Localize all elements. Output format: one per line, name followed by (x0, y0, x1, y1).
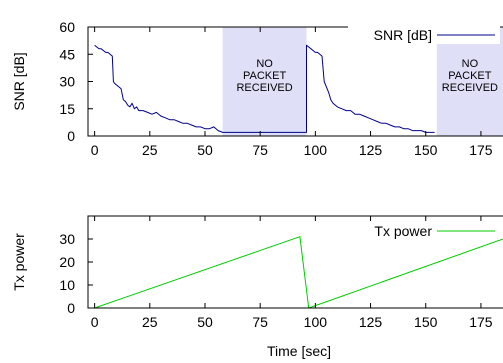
snr-plot-frame (87, 26, 503, 137)
no-packet-label-1-0: NO (462, 58, 479, 70)
tx-power-x-tick-label: 50 (197, 314, 213, 330)
tx-power-x-tick-label: 175 (469, 314, 493, 330)
no-packet-label-1-1: PACKET (448, 70, 491, 82)
snr-x-tick-label: 175 (469, 142, 493, 158)
snr-y-tick-label: 45 (59, 46, 75, 62)
snr-axis-ticks: 0 25 50 75 100 125 150 175 0 15 30 45 60 (59, 19, 492, 158)
no-packet-region-0 (222, 27, 307, 136)
tx-power-x-tick-label: 125 (359, 314, 383, 330)
time-x-axis-label: Time [sec] (267, 343, 331, 359)
snr-y-tick-label: 60 (59, 19, 75, 35)
tx-power-panel: 0 25 50 75 100 125 150 175 0 10 20 30 Tx power Tx p… (11, 215, 503, 359)
tx-power-line-0 (94, 236, 503, 309)
no-packet-label-0-2: RECEIVED (236, 82, 292, 94)
no-packet-label-0-0: NO (256, 58, 273, 70)
tx-power-x-tick-label: 25 (142, 314, 158, 330)
snr-legend-label: SNR [dB] (374, 27, 432, 43)
tx-power-y-tick-label: 0 (67, 300, 75, 316)
no-packet-label-0-1: PACKET (243, 70, 286, 82)
snr-legend-background (348, 25, 500, 44)
snr-x-tick-label: 50 (197, 142, 213, 158)
snr-legend: SNR [dB] (348, 25, 500, 44)
snr-x-tick-label: 150 (414, 142, 438, 158)
tx-power-axis-ticks: 0 25 50 75 100 125 150 175 0 10 20 30 (59, 216, 493, 330)
no-packet-regions (222, 27, 503, 136)
tx-power-series-lines (94, 236, 503, 309)
tx-power-y-axis-label: Tx power (11, 233, 27, 291)
snr-y-tick-label: 0 (67, 128, 75, 144)
snr-y-tick-label: 30 (59, 74, 75, 90)
snr-x-tick-label: 75 (252, 142, 268, 158)
no-packet-region-1 (436, 27, 503, 136)
tx-power-y-tick-label: 30 (59, 231, 75, 247)
tx-power-plot-frame (87, 215, 503, 309)
snr-x-tick-label: 100 (304, 142, 328, 158)
tx-power-legend-label: Tx power (374, 223, 432, 239)
snr-x-tick-label: 125 (359, 142, 383, 158)
tx-power-y-tick-label: 20 (59, 254, 75, 270)
tx-power-x-tick-label: 75 (252, 314, 268, 330)
snr-x-tick-label: 25 (142, 142, 158, 158)
no-packet-label-1-2: RECEIVED (442, 82, 498, 94)
snr-y-tick-label: 15 (59, 101, 75, 117)
snr-series-lines (94, 44, 435, 133)
snr-y-axis-label: SNR [dB] (11, 52, 27, 110)
tx-power-x-tick-label: 0 (91, 314, 99, 330)
snr-line-0 (94, 44, 435, 133)
snr-x-tick-label: 0 (91, 142, 99, 158)
tx-power-y-tick-label: 10 (59, 277, 75, 293)
tx-power-legend: Tx power (348, 221, 500, 240)
tx-power-x-tick-label: 100 (304, 314, 328, 330)
tx-power-legend-background (348, 221, 500, 240)
tx-power-x-tick-label: 150 (414, 314, 438, 330)
